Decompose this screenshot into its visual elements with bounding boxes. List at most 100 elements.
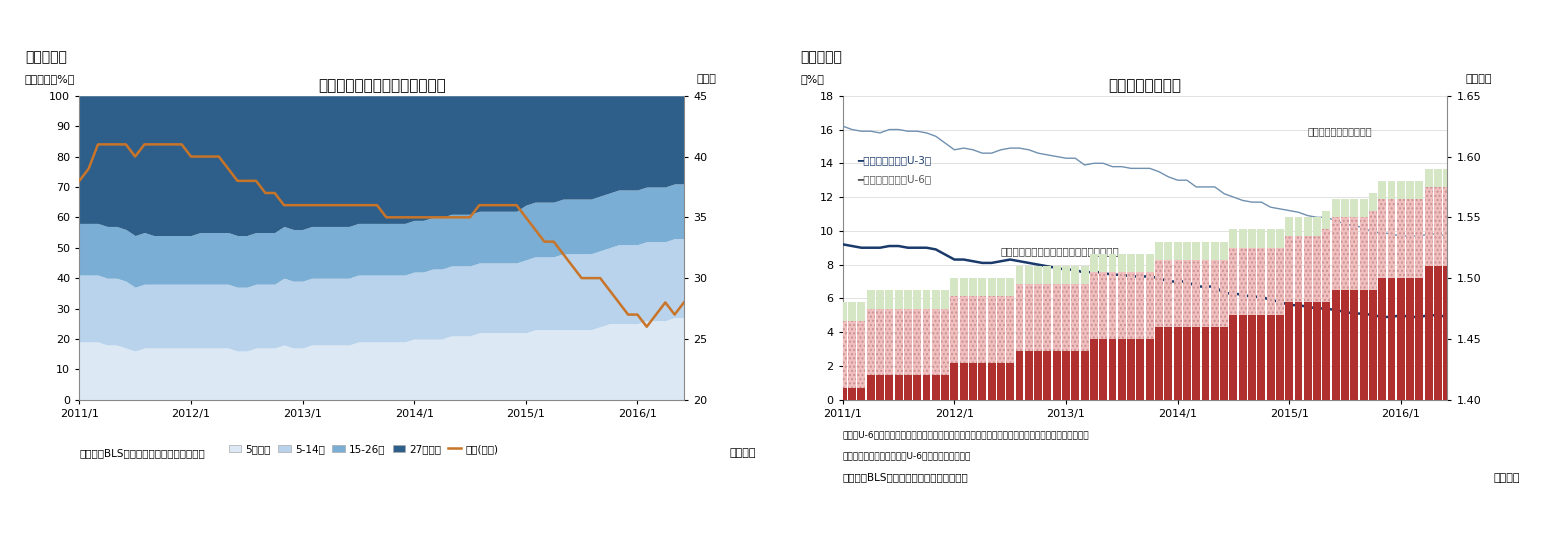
Bar <box>1239 229 1247 248</box>
Bar <box>1369 290 1376 400</box>
Bar <box>950 363 958 400</box>
Bar <box>1350 218 1358 290</box>
Bar <box>867 290 875 309</box>
Bar <box>1406 199 1413 278</box>
Bar <box>1341 218 1349 290</box>
Bar <box>1146 339 1154 400</box>
Bar <box>1117 254 1126 272</box>
Bar <box>1350 199 1358 218</box>
Bar <box>1126 339 1136 400</box>
Bar <box>1099 339 1108 400</box>
Bar <box>1359 199 1367 218</box>
Bar <box>1276 315 1284 400</box>
Bar <box>1424 169 1433 187</box>
Bar <box>1230 315 1237 400</box>
Bar <box>988 363 995 400</box>
Bar <box>1396 278 1404 400</box>
Bar <box>923 309 930 375</box>
Bar <box>839 321 847 387</box>
Bar <box>1089 339 1099 400</box>
Bar <box>849 321 856 387</box>
Bar <box>876 309 884 375</box>
Bar <box>1202 260 1210 327</box>
Bar <box>1332 218 1339 290</box>
Bar <box>950 296 958 363</box>
Bar <box>1080 284 1088 351</box>
Bar <box>1211 241 1219 260</box>
Bar <box>895 309 903 375</box>
Text: （億人）: （億人） <box>1466 74 1492 84</box>
Bar <box>1211 260 1219 327</box>
Bar <box>1015 284 1023 351</box>
Bar <box>1052 266 1060 284</box>
Bar <box>886 375 893 400</box>
Bar <box>932 309 940 375</box>
Bar <box>1052 351 1060 400</box>
Bar <box>941 309 949 375</box>
Bar <box>1443 266 1452 400</box>
Bar <box>1248 248 1256 315</box>
Text: （月次）: （月次） <box>1494 473 1520 483</box>
Bar <box>1304 302 1312 400</box>
Text: （資料）BLSよりニッセイ基礎研究所作成: （資料）BLSよりニッセイ基礎研究所作成 <box>842 473 969 483</box>
Bar <box>1043 351 1051 400</box>
Bar <box>932 290 940 309</box>
Title: 広義失業率の推移: 広義失業率の推移 <box>1108 78 1182 93</box>
Bar <box>1267 229 1275 248</box>
Bar <box>839 302 847 321</box>
Bar <box>1415 199 1423 278</box>
Bar <box>1267 248 1275 315</box>
Bar <box>849 302 856 321</box>
Bar <box>1276 229 1284 248</box>
Bar <box>1193 260 1200 327</box>
Bar <box>988 296 995 363</box>
Bar <box>923 375 930 400</box>
Bar <box>1174 260 1182 327</box>
Bar <box>1034 351 1042 400</box>
Bar <box>997 363 1004 400</box>
Bar <box>1071 351 1079 400</box>
Bar <box>913 290 921 309</box>
Bar <box>858 387 866 400</box>
Bar <box>1433 187 1443 266</box>
Bar <box>1089 254 1099 272</box>
Bar <box>1043 284 1051 351</box>
Bar <box>932 375 940 400</box>
Bar <box>1378 278 1386 400</box>
Bar <box>1313 302 1321 400</box>
Bar <box>950 278 958 296</box>
Bar <box>895 375 903 400</box>
Bar <box>1378 199 1386 278</box>
Bar <box>1193 327 1200 400</box>
Bar <box>876 375 884 400</box>
Bar <box>1183 327 1191 400</box>
Text: （資料）BLSよりニッセイ基礎研究所作成: （資料）BLSよりニッセイ基礎研究所作成 <box>79 448 205 458</box>
Bar <box>913 309 921 375</box>
Bar <box>1295 235 1302 302</box>
Bar <box>1174 327 1182 400</box>
Bar <box>1248 229 1256 248</box>
Text: （シェア、%）: （シェア、%） <box>25 74 76 84</box>
Bar <box>1332 199 1339 218</box>
Bar <box>1052 284 1060 351</box>
Text: 労働力人口（経済的理由によるパートタイマー除く、右軸）: 労働力人口（経済的理由によるパートタイマー除く、右軸） <box>974 350 1142 360</box>
Bar <box>960 278 967 296</box>
Bar <box>858 302 866 321</box>
Text: （図表７）: （図表７） <box>25 50 66 64</box>
Bar <box>1211 327 1219 400</box>
Bar <box>1285 302 1293 400</box>
Bar <box>1202 327 1210 400</box>
Bar <box>1006 278 1014 296</box>
Bar <box>849 387 856 400</box>
Bar <box>1415 278 1423 400</box>
Bar <box>1258 248 1265 315</box>
Bar <box>1433 169 1443 187</box>
Bar <box>1295 302 1302 400</box>
Bar <box>876 290 884 309</box>
Bar <box>1304 235 1312 302</box>
Bar <box>1165 241 1173 260</box>
Bar <box>1267 315 1275 400</box>
Bar <box>1276 248 1284 315</box>
Text: （週）: （週） <box>696 74 716 84</box>
Bar <box>886 290 893 309</box>
